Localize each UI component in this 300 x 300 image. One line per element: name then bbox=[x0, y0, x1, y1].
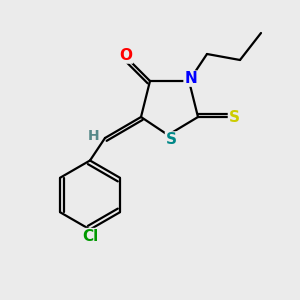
Text: O: O bbox=[119, 48, 133, 63]
Text: S: S bbox=[229, 110, 239, 124]
Text: Cl: Cl bbox=[82, 229, 98, 244]
Text: H: H bbox=[88, 129, 99, 142]
Text: S: S bbox=[166, 132, 176, 147]
Text: N: N bbox=[184, 71, 197, 86]
